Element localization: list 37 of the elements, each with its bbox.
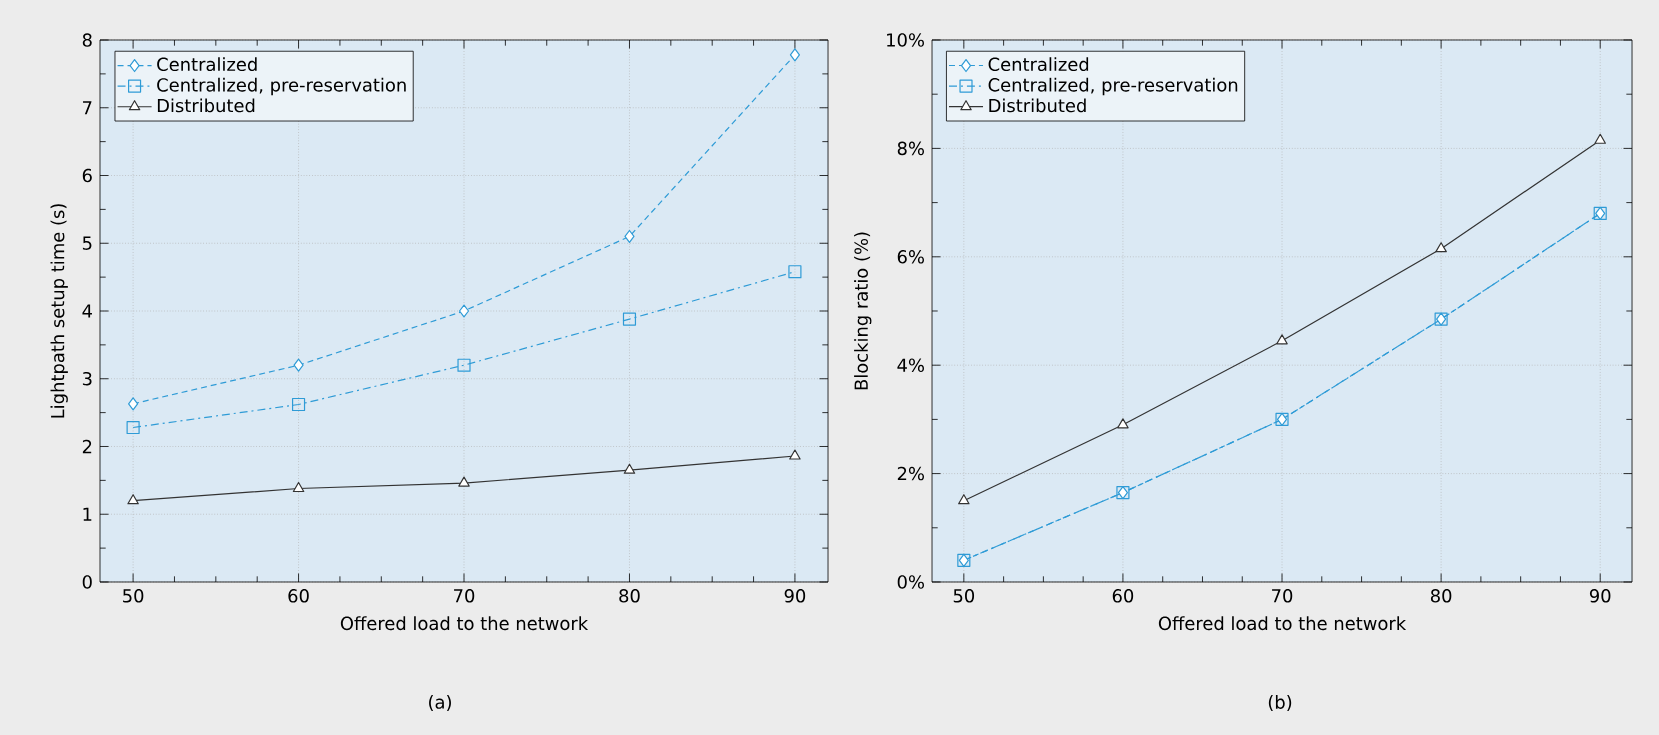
x-tick-label: 90 bbox=[1589, 589, 1611, 603]
y-tick-label: 6 bbox=[82, 168, 92, 183]
x-tick-label: 50 bbox=[123, 589, 144, 603]
text: (a) bbox=[429, 695, 451, 711]
legend-label: Distributed bbox=[989, 98, 1086, 113]
x-axis-title: Offered load to the network bbox=[1158, 616, 1407, 631]
x-tick-label: 90 bbox=[784, 589, 806, 603]
y-tick-label: 1 bbox=[83, 507, 92, 521]
y-tick-label: 6% bbox=[897, 250, 924, 264]
y-tick-label: 0% bbox=[897, 575, 924, 589]
y-tick-label: 4% bbox=[897, 358, 924, 372]
legend-label: Centralized bbox=[157, 57, 257, 72]
x-axis-title: Offered load to the network bbox=[340, 616, 589, 631]
y-tick-label: 2 bbox=[82, 439, 92, 454]
y-axis-title: Blocking ratio (%) bbox=[854, 232, 872, 390]
legend-label: Distributed bbox=[157, 98, 255, 113]
x-tick-label: 70 bbox=[454, 589, 475, 603]
x-tick-label: 80 bbox=[619, 589, 640, 603]
legend-label: Centralized, pre-reservation bbox=[157, 77, 406, 96]
y-tick-label: 2% bbox=[897, 466, 924, 481]
x-tick-label: 60 bbox=[288, 589, 309, 603]
x-tick-label: 80 bbox=[1430, 589, 1452, 603]
x-tick-label: 70 bbox=[1272, 589, 1293, 603]
y-tick-label: 8% bbox=[897, 141, 924, 156]
text: (b) bbox=[1268, 695, 1292, 712]
legend-label: Centralized, pre-reservation bbox=[988, 77, 1238, 96]
y-axis-title: Lightpath setup time (s) bbox=[50, 204, 68, 418]
x-tick-label: 60 bbox=[1112, 589, 1134, 603]
y-tick-label: 8 bbox=[82, 33, 92, 47]
y-tick-label: 4 bbox=[82, 304, 92, 318]
y-tick-label: 3 bbox=[82, 371, 92, 386]
y-tick-label: 0 bbox=[82, 575, 92, 589]
x-tick-label: 50 bbox=[953, 589, 975, 603]
y-tick-label: 5 bbox=[82, 236, 92, 250]
y-tick-label: 10% bbox=[887, 33, 924, 47]
y-tick-label: 7 bbox=[83, 101, 92, 115]
legend-label: Centralized bbox=[988, 57, 1089, 72]
